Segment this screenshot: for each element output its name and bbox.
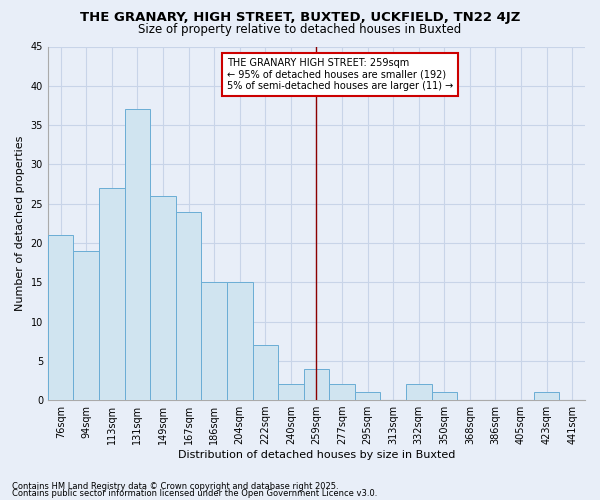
Y-axis label: Number of detached properties: Number of detached properties	[15, 136, 25, 311]
Bar	[48, 235, 73, 400]
Bar	[355, 392, 380, 400]
Text: THE GRANARY, HIGH STREET, BUXTED, UCKFIELD, TN22 4JZ: THE GRANARY, HIGH STREET, BUXTED, UCKFIE…	[80, 11, 520, 24]
X-axis label: Distribution of detached houses by size in Buxted: Distribution of detached houses by size …	[178, 450, 455, 460]
Bar	[304, 368, 329, 400]
Bar	[99, 188, 125, 400]
Text: THE GRANARY HIGH STREET: 259sqm
← 95% of detached houses are smaller (192)
5% of: THE GRANARY HIGH STREET: 259sqm ← 95% of…	[227, 58, 453, 92]
Text: Size of property relative to detached houses in Buxted: Size of property relative to detached ho…	[139, 22, 461, 36]
Text: Contains HM Land Registry data © Crown copyright and database right 2025.: Contains HM Land Registry data © Crown c…	[12, 482, 338, 491]
Bar	[253, 345, 278, 400]
Text: Contains public sector information licensed under the Open Government Licence v3: Contains public sector information licen…	[12, 489, 377, 498]
Bar	[329, 384, 355, 400]
Bar	[176, 212, 202, 400]
Bar	[73, 251, 99, 400]
Bar	[202, 282, 227, 400]
Bar	[227, 282, 253, 400]
Bar	[278, 384, 304, 400]
Bar	[406, 384, 431, 400]
Bar	[534, 392, 559, 400]
Bar	[125, 110, 150, 400]
Bar	[431, 392, 457, 400]
Bar	[150, 196, 176, 400]
